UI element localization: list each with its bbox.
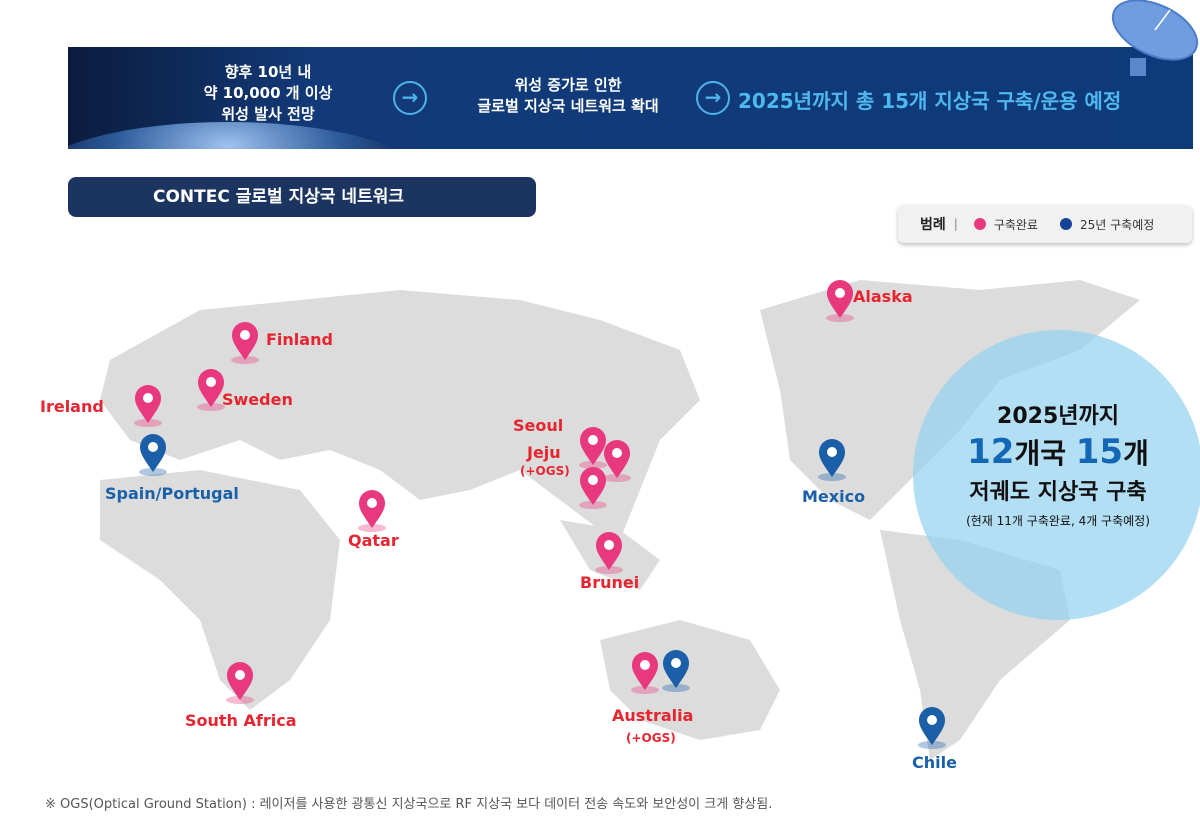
header-banner: 향후 10년 내 약 10,000 개 이상 위성 발사 전망 → 위성 증가로… — [68, 47, 1193, 149]
pin-qatar-icon — [357, 488, 387, 532]
pin-chile-icon — [917, 705, 947, 749]
summary-year: 2025년까지 — [997, 404, 1119, 429]
label-australia: Australia — [612, 706, 694, 725]
pin-alaska-icon — [825, 278, 855, 322]
arrow-right-icon: → — [696, 81, 730, 115]
label-chile: Chile — [912, 753, 957, 772]
pin-australia-icon — [630, 650, 660, 694]
station-count: 15 — [1075, 432, 1124, 472]
country-count: 12 — [967, 432, 1015, 472]
pin-finland-icon — [230, 320, 260, 364]
summary-circle: 2025년까지 12개국 15개 저궤도 지상국 구축 (현재 11개 구축완료… — [913, 330, 1200, 620]
africa-shape — [100, 470, 340, 710]
pin-brunei-icon — [594, 530, 624, 574]
label-sweden: Sweden — [222, 390, 293, 409]
banner-forecast: 향후 10년 내 약 10,000 개 이상 위성 발사 전망 — [188, 62, 348, 125]
banner-expansion: 위성 증가로 인한 글로벌 지상국 네트워크 확대 — [448, 75, 688, 117]
text: 위성 발사 전망 — [221, 105, 315, 123]
text: 위성 증가로 인한 — [514, 76, 622, 94]
australia-shape — [600, 620, 780, 740]
label-ireland: Ireland — [40, 397, 104, 416]
summary-desc: 저궤도 지상국 구축 — [969, 480, 1147, 505]
text: 글로벌 지상국 네트워크 확대 — [477, 97, 659, 115]
label-seoul: Seoul — [513, 416, 564, 435]
text: 향후 10년 내 — [224, 63, 312, 81]
earth-image — [68, 122, 428, 149]
label-jeju-ogs: (+OGS) — [520, 464, 570, 478]
completed-dot-icon — [973, 218, 986, 230]
section-title: CONTEC 글로벌 지상국 네트워크 — [68, 177, 536, 217]
planned-dot-icon — [1059, 218, 1072, 230]
arrow-right-icon: → — [393, 81, 427, 115]
banner-headline: 2025년까지 총 15개 지상국 구축/운용 예정 — [738, 89, 1122, 113]
satellite-dish-icon — [1111, 0, 1199, 76]
pin-spain-portugal-icon — [138, 432, 168, 476]
pin-ireland-icon — [133, 383, 163, 427]
pin-seoul-icon — [578, 425, 608, 469]
pin-jeju-ogs-icon — [578, 465, 608, 509]
label-jeju: Jeju — [527, 443, 561, 462]
pin-australia-ogs-icon — [661, 648, 691, 692]
text: 약 10,000 개 이상 — [203, 84, 333, 102]
label-alaska: Alaska — [853, 287, 913, 306]
text: 개국 — [1014, 437, 1066, 470]
label-brunei: Brunei — [580, 573, 640, 592]
text: 개 — [1123, 437, 1149, 470]
label-south-africa: South Africa — [185, 711, 297, 730]
label-spain-portugal: Spain/Portugal — [105, 484, 239, 503]
legend-planned: 25년 구축예정 — [1079, 217, 1155, 232]
pin-sweden-icon — [196, 367, 226, 411]
pin-mexico-icon — [817, 437, 847, 481]
pin-south-africa-icon — [225, 660, 255, 704]
legend-separator: | — [953, 217, 958, 231]
label-qatar: Qatar — [348, 531, 399, 550]
pin-jeju-icon — [602, 438, 632, 482]
label-finland: Finland — [266, 330, 333, 349]
summary-count: 12개국 15개 — [913, 432, 1200, 472]
label-australia-ogs: (+OGS) — [626, 731, 676, 745]
summary-status: (현재 11개 구축완료, 4개 구축예정) — [966, 514, 1150, 528]
legend-completed: 구축완료 — [993, 217, 1038, 232]
legend: 범례 | 구축완료 25년 구축예정 — [898, 205, 1192, 243]
legend-title: 범례 — [920, 217, 946, 233]
footnote: ※ OGS(Optical Ground Station) : 레이저를 사용한… — [45, 797, 773, 812]
label-mexico: Mexico — [802, 487, 866, 506]
